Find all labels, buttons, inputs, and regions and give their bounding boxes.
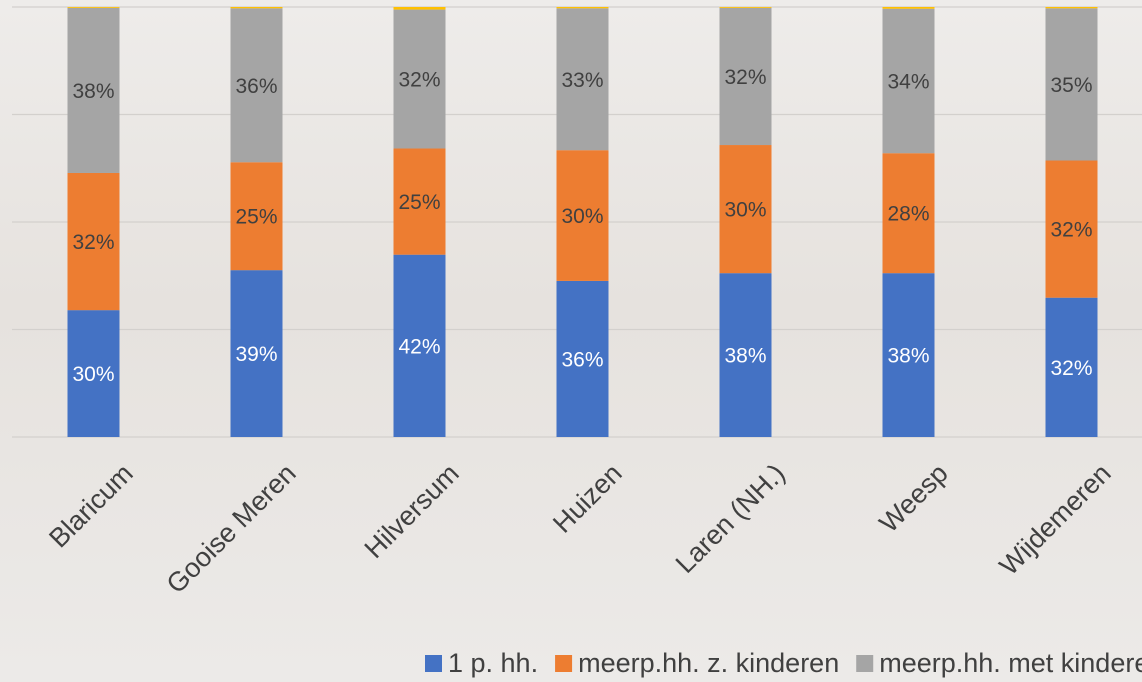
x-tick-label: Gooise Meren (161, 458, 302, 599)
x-tick-label: Laren (NH.) (670, 458, 791, 579)
bar-segment (557, 7, 609, 8)
legend-swatch (856, 655, 873, 672)
data-label: 38% (724, 345, 766, 368)
bar-segment (394, 7, 446, 10)
data-label: 32% (724, 66, 766, 89)
x-tick-label: Huizen (547, 458, 628, 539)
bar-segment (1046, 7, 1098, 8)
bar-segment (883, 7, 935, 9)
legend-label: meerp.hh. z. kinderen (578, 648, 839, 678)
data-label: 32% (72, 231, 114, 254)
chart: 30% 32% 38% Blaricum 39% 25% 36% Gooise Meren 42… (0, 0, 1142, 682)
data-label: 32% (1050, 357, 1092, 380)
data-label: 38% (72, 80, 114, 103)
data-label: 25% (398, 191, 440, 214)
legend-swatch (555, 655, 572, 672)
data-label: 25% (235, 206, 277, 229)
data-label: 33% (561, 69, 603, 92)
data-label: 36% (561, 349, 603, 372)
x-tick-label: Weesp (873, 458, 953, 538)
data-label: 30% (72, 363, 114, 386)
x-tick-label: Blaricum (43, 458, 138, 553)
legend-swatch (425, 655, 442, 672)
x-tick-label: Wijdemeren (994, 458, 1117, 581)
data-label: 42% (398, 335, 440, 358)
bar-segment (68, 7, 120, 8)
x-tick-label: Hilversum (359, 458, 465, 564)
data-label: 32% (1050, 219, 1092, 242)
bar-segment (720, 7, 772, 8)
data-label: 35% (1050, 74, 1092, 97)
data-label: 39% (235, 343, 277, 366)
data-label: 30% (561, 205, 603, 228)
data-label: 38% (887, 345, 929, 368)
legend-label: 1 p. hh. (448, 648, 538, 678)
bar-segment (231, 7, 283, 8)
data-label: 30% (724, 199, 766, 222)
data-label: 36% (235, 75, 277, 98)
data-label: 28% (887, 203, 929, 226)
data-label: 32% (398, 69, 440, 92)
legend-label: meerp.hh. met kinderen (879, 648, 1142, 678)
data-label: 34% (887, 71, 929, 94)
